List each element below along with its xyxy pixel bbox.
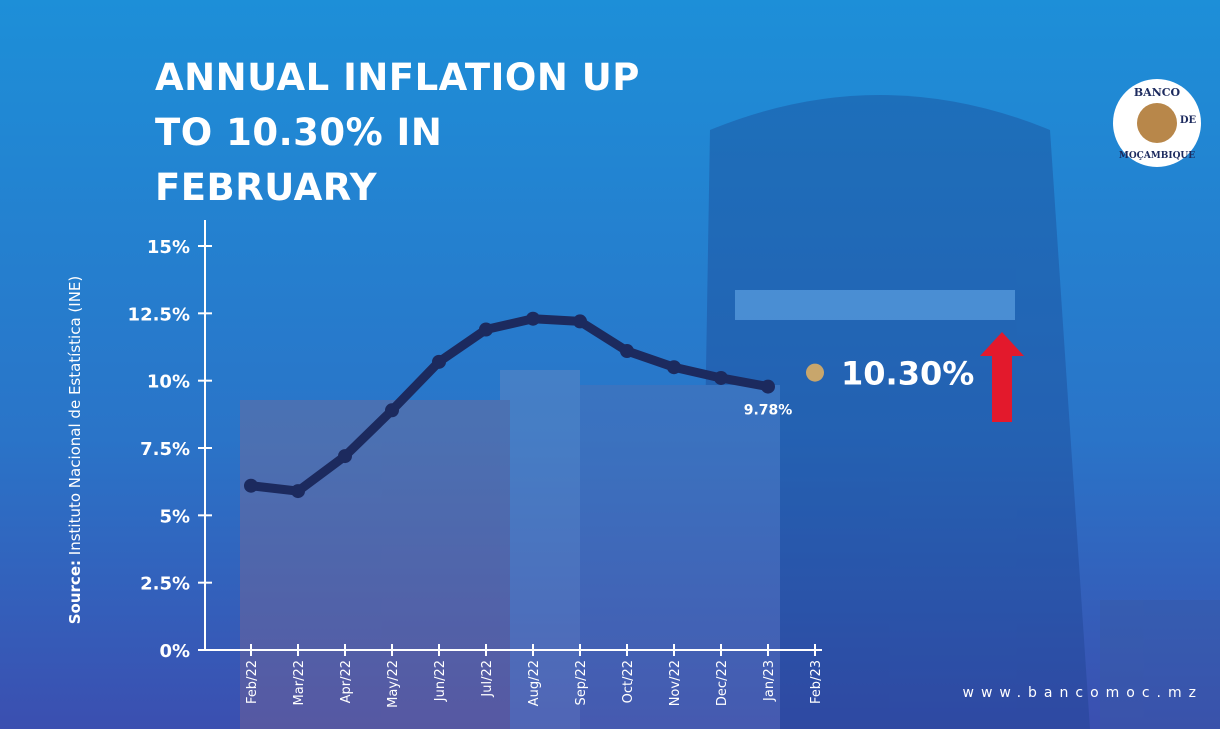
logo-text: DE <box>1180 115 1197 126</box>
x-tick-label: Feb/23 <box>809 660 824 704</box>
marker <box>385 403 399 418</box>
marker <box>432 354 446 369</box>
y-tick-label: 12.5% <box>128 304 190 325</box>
marker <box>806 363 824 382</box>
logo-text: BANCO <box>1134 86 1181 99</box>
source: Instituto Nacional de Estatística (INE) <box>66 276 84 555</box>
x-tick-label: Mar/22 <box>292 660 307 705</box>
marker <box>761 379 775 394</box>
y-tick-label: 7.5% <box>140 439 190 460</box>
buildings <box>240 95 1220 729</box>
logo-text: MOÇAMBIQUE <box>1119 151 1195 161</box>
x-tick-label: Apr/22 <box>339 660 354 703</box>
y-tick-label: 5% <box>159 506 190 527</box>
x-tick-label: Aug/22 <box>527 660 542 706</box>
line <box>250 314 769 496</box>
marker <box>244 478 258 493</box>
data-label: 10.30% <box>841 355 974 393</box>
marker <box>667 360 681 375</box>
marker <box>338 449 352 464</box>
x-tick-label: Jun/22 <box>433 660 448 702</box>
website: www.bancomoc.mz <box>963 685 1203 701</box>
x-tick-label: Jul/22 <box>480 660 495 698</box>
marker <box>714 370 728 385</box>
chart-title: ANNUAL INFLATION UP TO 10.30% IN FEBRUAR… <box>155 56 640 209</box>
marker <box>573 314 587 329</box>
y-tick-label: 2.5% <box>140 574 190 595</box>
y-tick-label: 0% <box>159 641 190 662</box>
x-tick-label: Jan/23 <box>762 660 777 702</box>
x-tick-label: Oct/22 <box>621 660 636 703</box>
marker <box>479 322 493 337</box>
red-arrow <box>980 332 1024 422</box>
x-tick-label: Feb/22 <box>245 660 260 704</box>
source-prefix: Source: <box>66 560 84 624</box>
data-label: 9.78% <box>744 403 793 419</box>
marker <box>291 484 305 499</box>
y-tick-label: 10% <box>147 372 190 393</box>
x-tick-label: Nov/22 <box>668 660 683 706</box>
x-tick-label: May/22 <box>386 660 401 708</box>
y-axis-label: Source: Instituto Nacional de Estatístic… <box>66 276 84 625</box>
x-tick-label: Sep/22 <box>574 660 589 705</box>
logo: BANCO DE MOÇAMBIQUE <box>1113 79 1201 167</box>
marker <box>526 311 540 326</box>
y-tick-label: 15% <box>147 237 190 258</box>
x-tick-label: Dec/22 <box>715 660 730 706</box>
marker <box>620 344 634 359</box>
